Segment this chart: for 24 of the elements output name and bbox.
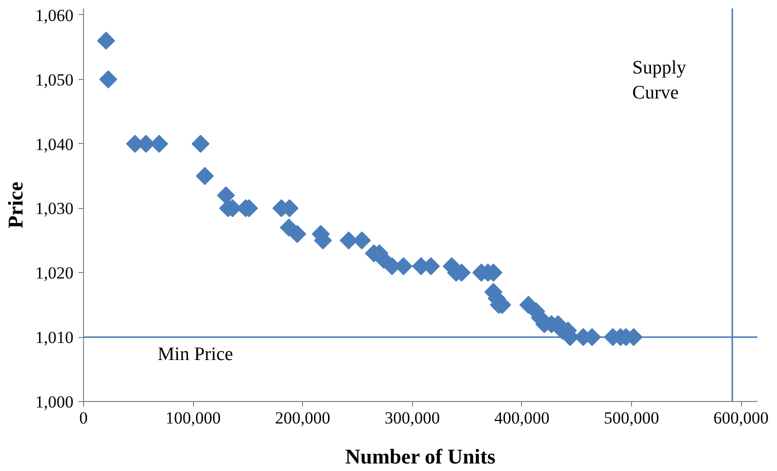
point	[99, 70, 118, 88]
ref-line-label: Min Price	[158, 344, 234, 366]
x-tick-label: 300,000	[384, 408, 440, 428]
x-tick-label: 400,000	[494, 408, 550, 428]
point	[97, 32, 116, 50]
y-tick-label: 1,020	[35, 264, 74, 283]
y-tick-label: 1,000	[35, 392, 74, 412]
point	[196, 167, 214, 185]
y-tick-label: 1,060	[35, 6, 74, 25]
y-axis-title: Price	[3, 182, 28, 228]
point	[216, 186, 235, 204]
point	[192, 134, 210, 153]
x-tick-label: 100,000	[165, 408, 221, 428]
y-tick-label: 1,050	[35, 70, 74, 90]
x-tick-label: 500,000	[604, 408, 660, 428]
y-tick-label: 1,030	[35, 199, 74, 218]
x-tick-label: 0	[79, 408, 88, 428]
point	[288, 225, 306, 243]
x-tick-label: 200,000	[275, 408, 330, 428]
x-tick-label: 600,000	[713, 408, 769, 428]
ref-line-label: Supply Curve	[632, 57, 687, 104]
x-axis-title: Number of Units	[345, 444, 496, 468]
y-tick-label: 1,010	[35, 328, 74, 348]
y-tick-label: 1,040	[35, 134, 74, 154]
